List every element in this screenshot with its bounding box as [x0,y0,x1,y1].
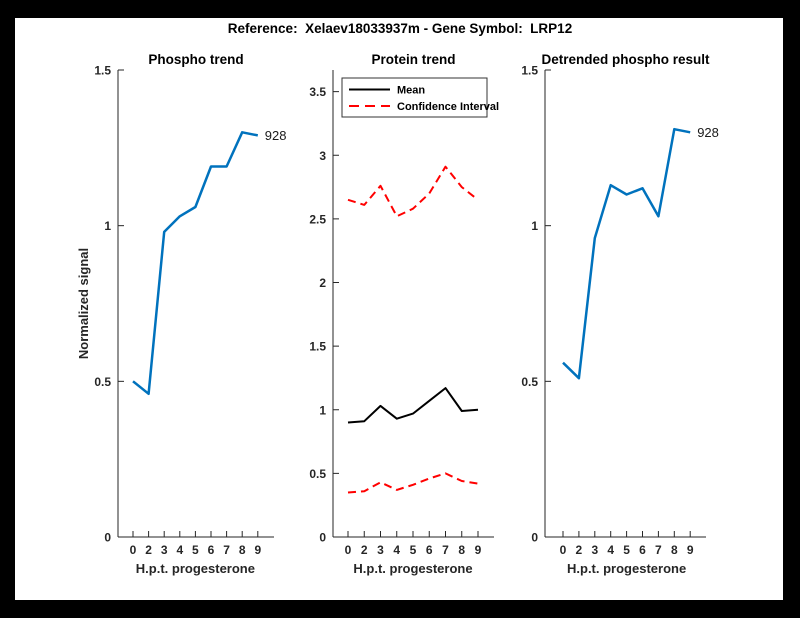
y-tick-label: 0 [319,531,326,545]
y-tick-label: 1.5 [94,64,111,78]
x-tick-label: 7 [655,543,662,557]
mean-line [347,387,479,424]
confidence-interval-upper-line [347,165,479,218]
x-tick-label: 2 [576,543,583,557]
y-tick-label: 0 [104,531,111,545]
x-tick-label: 4 [393,543,400,557]
y-tick-label: 0.5 [521,375,538,389]
x-tick-label: 5 [192,543,199,557]
x-tick-label: 8 [671,543,678,557]
legend-mean-label: Mean [397,85,425,97]
subplot-detrended-phospho-result: 00.511.50 2 3 4 5 6 7 8 9H.p.t. progesteroneDetr… [521,52,719,576]
x-tick-label: 9 [475,543,482,557]
confidence-interval-lower-line [347,472,479,494]
x-tick-label: 6 [208,543,215,557]
x-tick-label: 5 [623,543,630,557]
x-tick-label: 0 [130,543,137,557]
x-tick-label: 9 [254,543,261,557]
legend-confidence-interval-label: Confidence Interval [397,101,499,113]
y-tick-label: 2 [319,276,326,290]
x-tick-label: 2 [145,543,152,557]
y-tick-label: 1 [104,219,111,233]
x-tick-label: 2 [361,543,368,557]
x-tick-label: 7 [223,543,230,557]
x-tick-label: 5 [410,543,417,557]
legend: Mean Confidence Interval [341,77,499,118]
x-tick-label: 0 [560,543,567,557]
x-tick-label: 8 [458,543,465,557]
phospho-signal-line [132,131,259,396]
x-axis-label: H.p.t. progesterone [567,561,686,576]
subplot-title: Detrended phospho result [541,52,710,67]
y-tick-label: 2.5 [309,212,326,226]
subplot-protein-trend: 00.511.522.533.50 2 3 4 5 6 7 8 9H.p.t. progeste… [309,52,499,576]
subplot-title: Protein trend [371,52,455,67]
x-tick-label: 6 [426,543,433,557]
x-tick-label: 4 [607,543,614,557]
figure-title: Reference: Xelaev18033937m - Gene Symbol… [227,21,573,36]
y-tick-label: 3 [319,149,326,163]
y-tick-label: 3.5 [309,85,326,99]
x-tick-label: 8 [239,543,246,557]
x-tick-label: 9 [687,543,694,557]
y-axis-label: Normalized signal [76,248,91,359]
subplot-phospho-trend: 00.511.50 2 3 4 5 6 7 8 9H.p.t. progesteroneNorm… [76,52,287,576]
y-tick-label: 1.5 [521,64,538,78]
legend-box [341,77,488,118]
x-tick-label: 3 [161,543,168,557]
x-tick-label: 0 [345,543,352,557]
y-tick-label: 0.5 [94,375,111,389]
x-axis-label: H.p.t. progesterone [136,561,255,576]
x-tick-label: 7 [442,543,449,557]
subplot-title: Phospho trend [148,52,243,67]
annotation-label: 928 [697,125,719,140]
y-tick-label: 0.5 [309,467,326,481]
y-tick-label: 1 [531,219,538,233]
y-tick-label: 1 [319,403,326,417]
y-tick-label: 1.5 [309,340,326,354]
x-axis-label: H.p.t. progesterone [353,561,472,576]
detrended-phospho-signal-line [562,127,691,380]
x-tick-label: 6 [639,543,646,557]
annotation-label: 928 [265,128,287,143]
x-tick-label: 3 [591,543,598,557]
y-tick-label: 0 [531,531,538,545]
x-tick-label: 3 [377,543,384,557]
x-tick-label: 4 [176,543,183,557]
